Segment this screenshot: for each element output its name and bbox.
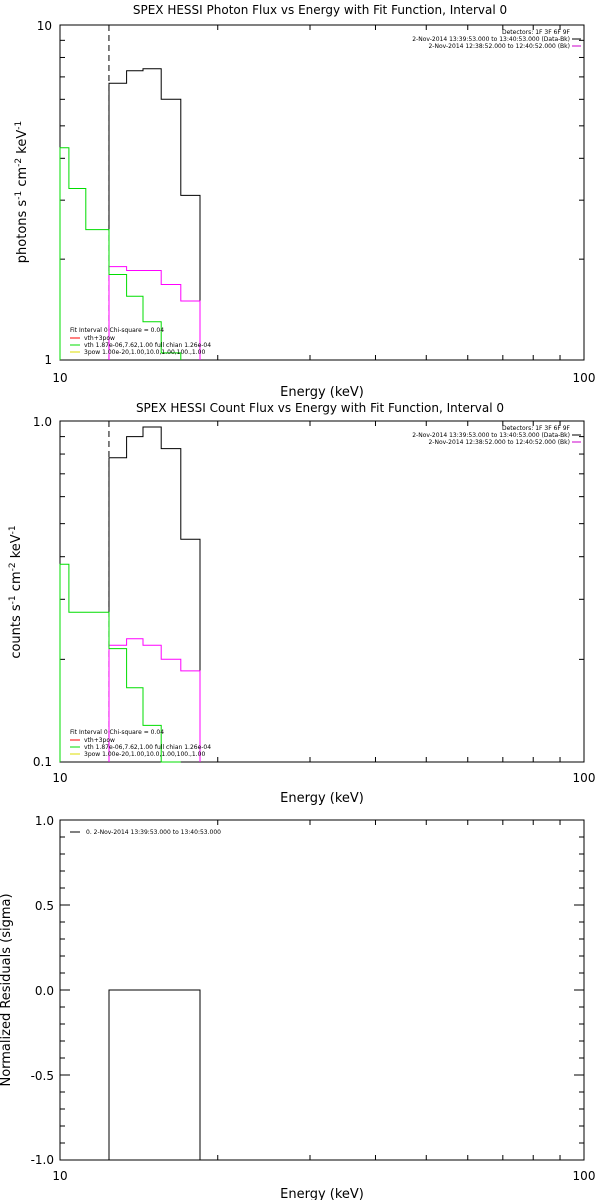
count-flux-ylabel: counts s-1 cm-2 keV-1 [8, 525, 24, 658]
legend-vth-entry: vth 1.87e-06,7.62,1.00 full chian 1.26e-… [84, 342, 211, 349]
residuals-xtick-100: 100 [573, 1169, 596, 1183]
residuals-series [108, 989, 201, 1160]
series-residuals-line [108, 989, 201, 1160]
residuals-ytick-0.0: 0.0 [35, 984, 54, 998]
photon-flux-xlabel: Energy (keV) [280, 385, 364, 400]
legend-detectors: Detectors: 1F 3F 6F 9F [502, 29, 571, 36]
legend-fit-title: Fit Interval 0 Chi-square = 0.04 [70, 729, 164, 736]
residuals-xlabel: Energy (keV) [280, 1187, 364, 1200]
legend-vth-entry: vth 1.87e-06,7.62,1.00 full chian 1.26e-… [84, 744, 211, 751]
residuals-ylabel: Normalized Residuals (sigma) [0, 893, 14, 1086]
count-flux-ytick-0.1: 0.1 [33, 755, 52, 769]
series-vth-line [59, 147, 182, 360]
count-flux-xlabel: Energy (keV) [280, 791, 364, 806]
photon-flux-panel: SPEX HESSI Photon Flux vs Energy with Fi… [14, 3, 595, 400]
photon-flux-xtick-10: 10 [52, 371, 67, 385]
photon-flux-ticks [59, 24, 585, 361]
residuals-ytick-0.5: 0.5 [35, 899, 54, 913]
series-vth-line [59, 563, 181, 763]
count-flux-legend-fit: Fit Interval 0 Chi-square = 0.04 vth+3po… [70, 729, 211, 758]
residuals-ytick-neg0.5: -0.5 [31, 1069, 54, 1083]
legend-data-entry: 2-Nov-2014 13:39:53.000 to 13:40:53.000 … [412, 36, 570, 43]
series-data-bk-line [108, 68, 201, 360]
residuals-ytick-1.0: 1.0 [35, 814, 54, 828]
photon-flux-ytick-10: 10 [37, 19, 52, 33]
legend-3pow-entry: 3pow 1.00e-20,1.00,10.0,1.00,100.,1.00 [84, 349, 205, 356]
count-flux-xtick-10: 10 [52, 771, 67, 785]
residuals-xtick-10: 10 [52, 1169, 67, 1183]
legend-vth3pow-entry: vth+3pow [84, 737, 115, 744]
legend-3pow-entry: 3pow 1.00e-20,1.00,10.0,1.00,100.,1.00 [84, 751, 205, 758]
series-data-bk-line [108, 426, 201, 762]
legend-vth3pow-entry: vth+3pow [84, 335, 115, 342]
residuals-legend-entry: 0. 2-Nov-2014 13:39:53.000 to 13:40:53.0… [86, 829, 221, 836]
count-flux-title: SPEX HESSI Count Flux vs Energy with Fit… [136, 401, 504, 415]
count-flux-ytick-1: 1.0 [33, 415, 52, 429]
series-bk-line [108, 266, 201, 360]
photon-flux-series [59, 25, 201, 360]
photon-flux-xtick-100: 100 [573, 371, 596, 385]
residuals-ytick-neg1.0: -1.0 [31, 1153, 54, 1167]
legend-fit-title: Fit Interval 0 Chi-square = 0.04 [70, 327, 164, 334]
photon-flux-title: SPEX HESSI Photon Flux vs Energy with Fi… [133, 3, 507, 17]
residuals-ticks [59, 819, 585, 1161]
count-flux-panel: SPEX HESSI Count Flux vs Energy with Fit… [8, 401, 595, 806]
legend-bk-entry: 2-Nov-2014 12:38:52.000 to 12:40:52.000 … [428, 439, 570, 446]
legend-bk-entry: 2-Nov-2014 12:38:52.000 to 12:40:52.000 … [428, 43, 570, 50]
count-flux-xtick-100: 100 [573, 771, 596, 785]
count-flux-legend-top: Detectors: 1F 3F 6F 9F 2-Nov-2014 13:39:… [412, 425, 581, 446]
photon-flux-legend-fit: Fit Interval 0 Chi-square = 0.04 vth+3po… [70, 327, 211, 356]
legend-detectors: Detectors: 1F 3F 6F 9F [502, 425, 571, 432]
residuals-panel: 1.0 0.5 0.0 -0.5 -1.0 10 100 Energy (keV… [0, 814, 595, 1200]
series-bk-line [108, 638, 201, 762]
photon-flux-legend-top: Detectors: 1F 3F 6F 9F 2-Nov-2014 13:39:… [412, 29, 581, 50]
photon-flux-ylabel: photons s-1 cm-2 keV-1 [14, 121, 30, 263]
legend-data-entry: 2-Nov-2014 13:39:53.000 to 13:40:53.000 … [412, 432, 570, 439]
count-flux-series [59, 421, 201, 763]
residuals-legend: 0. 2-Nov-2014 13:39:53.000 to 13:40:53.0… [70, 829, 221, 836]
photon-flux-ytick-1: 1 [44, 353, 52, 367]
